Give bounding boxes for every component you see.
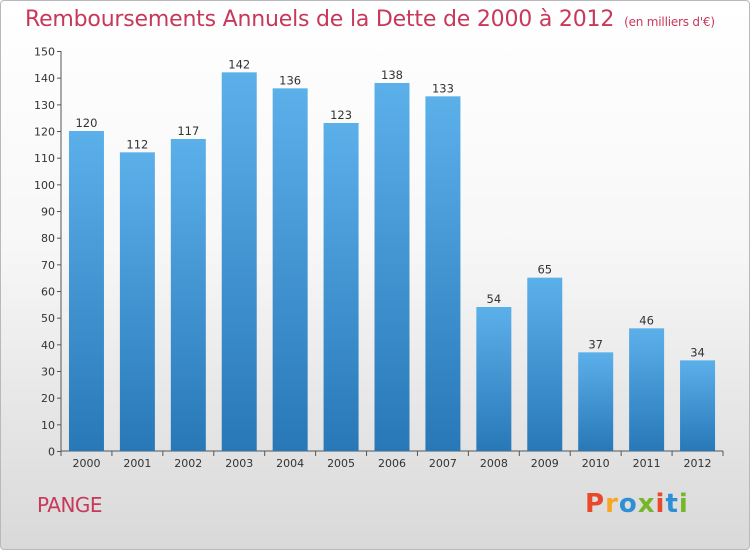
x-tick-label-2005: 2005	[327, 457, 355, 470]
logo-letter: t	[665, 489, 679, 519]
y-tick-label: 20	[41, 392, 55, 405]
value-label-2010: 37	[588, 337, 603, 351]
logo-letter: o	[618, 489, 638, 519]
bar-2010	[578, 352, 614, 451]
y-tick-label: 140	[34, 72, 55, 85]
y-tick-label: 50	[41, 312, 55, 325]
x-tick-label-2009: 2009	[531, 457, 559, 470]
value-labels: 120 112 117 142 136 123 138 133 54 65 37 46 34	[75, 57, 704, 359]
bar-2004	[272, 88, 308, 451]
commune-name: PANGE	[37, 493, 103, 517]
x-tick-label-2012: 2012	[684, 457, 712, 470]
y-tick-label: 0	[48, 446, 55, 459]
x-tick-label-2008: 2008	[480, 457, 508, 470]
logo-letter: i	[678, 489, 689, 519]
logo-letter: i	[655, 489, 666, 519]
bar-2006	[374, 83, 410, 451]
y-tick-label: 150	[34, 46, 55, 59]
x-tick-label-2011: 2011	[633, 457, 661, 470]
bar-2009	[527, 277, 563, 451]
logo-letter: x	[637, 489, 656, 519]
proxiti-logo: Proxiti	[585, 489, 689, 519]
chart-title: Remboursements Annuels de la Dette de 20…	[25, 7, 715, 32]
chart-subtitle: (en milliers d'€)	[624, 15, 715, 29]
value-label-2008: 54	[487, 292, 502, 306]
value-label-2007: 133	[432, 81, 454, 95]
x-tick-label-2004: 2004	[276, 457, 304, 470]
bar-2003	[221, 72, 257, 451]
y-tick-label: 70	[41, 259, 55, 272]
bar-2005	[323, 123, 359, 451]
value-label-2009: 65	[537, 263, 552, 277]
y-tick-label: 90	[41, 206, 55, 219]
value-label-2005: 123	[330, 108, 352, 122]
bar-2011	[629, 328, 665, 451]
x-tick-label-2001: 2001	[123, 457, 151, 470]
bar-2012	[680, 360, 716, 451]
x-tick-label-2006: 2006	[378, 457, 406, 470]
bars	[68, 72, 716, 452]
value-label-2012: 34	[690, 345, 705, 359]
bar-2001	[119, 152, 155, 452]
x-tick-label-2003: 2003	[225, 457, 253, 470]
value-label-2000: 120	[75, 116, 97, 130]
x-tick-label-2010: 2010	[582, 457, 610, 470]
y-tick-label: 100	[34, 179, 55, 192]
value-label-2003: 142	[228, 57, 250, 71]
y-tick-label: 110	[34, 152, 55, 165]
y-tick-label: 30	[41, 366, 55, 379]
bar-2002	[170, 139, 206, 451]
x-tick-label-2007: 2007	[429, 457, 457, 470]
logo-letter: P	[585, 489, 606, 519]
bar-2007	[425, 96, 461, 451]
value-label-2001: 112	[126, 137, 148, 151]
y-tick-label: 130	[34, 99, 55, 112]
y-tick-label: 80	[41, 232, 55, 245]
chart-title-text: Remboursements Annuels de la Dette de 20…	[25, 7, 615, 32]
y-tick-label: 10	[41, 419, 55, 432]
value-label-2004: 136	[279, 73, 301, 87]
value-label-2006: 138	[381, 68, 403, 82]
y-tick-label: 40	[41, 339, 55, 352]
value-label-2002: 117	[177, 124, 199, 138]
x-tick-label-2002: 2002	[174, 457, 202, 470]
logo-letter: r	[605, 489, 619, 519]
bar-2008	[476, 307, 512, 451]
x-tick-label-2000: 2000	[72, 457, 100, 470]
value-label-2011: 46	[639, 313, 654, 327]
y-tick-label: 120	[34, 126, 55, 139]
y-tick-label: 60	[41, 286, 55, 299]
bar-2000	[68, 131, 104, 451]
axes: 0 10 20 30 40 50 60 70 80 90 100 110 120 130 140 150 200…	[34, 46, 724, 470]
